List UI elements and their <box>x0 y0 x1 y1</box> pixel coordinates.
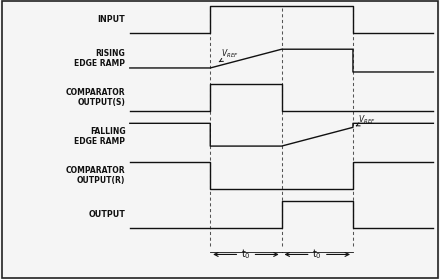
Text: COMPARATOR
OUTPUT(R): COMPARATOR OUTPUT(R) <box>66 166 125 186</box>
Text: INPUT: INPUT <box>98 15 125 24</box>
Text: FALLING
EDGE RAMP: FALLING EDGE RAMP <box>74 127 125 146</box>
Text: t$_0$: t$_0$ <box>312 247 322 261</box>
Text: V$_{\mathregular{REF}}$: V$_{\mathregular{REF}}$ <box>221 48 238 61</box>
Text: V$_{\mathregular{REF}}$: V$_{\mathregular{REF}}$ <box>358 114 376 126</box>
Text: RISING
EDGE RAMP: RISING EDGE RAMP <box>74 49 125 68</box>
Text: t$_0$: t$_0$ <box>241 247 251 261</box>
Text: OUTPUT: OUTPUT <box>88 210 125 219</box>
Text: COMPARATOR
OUTPUT(S): COMPARATOR OUTPUT(S) <box>66 88 125 107</box>
